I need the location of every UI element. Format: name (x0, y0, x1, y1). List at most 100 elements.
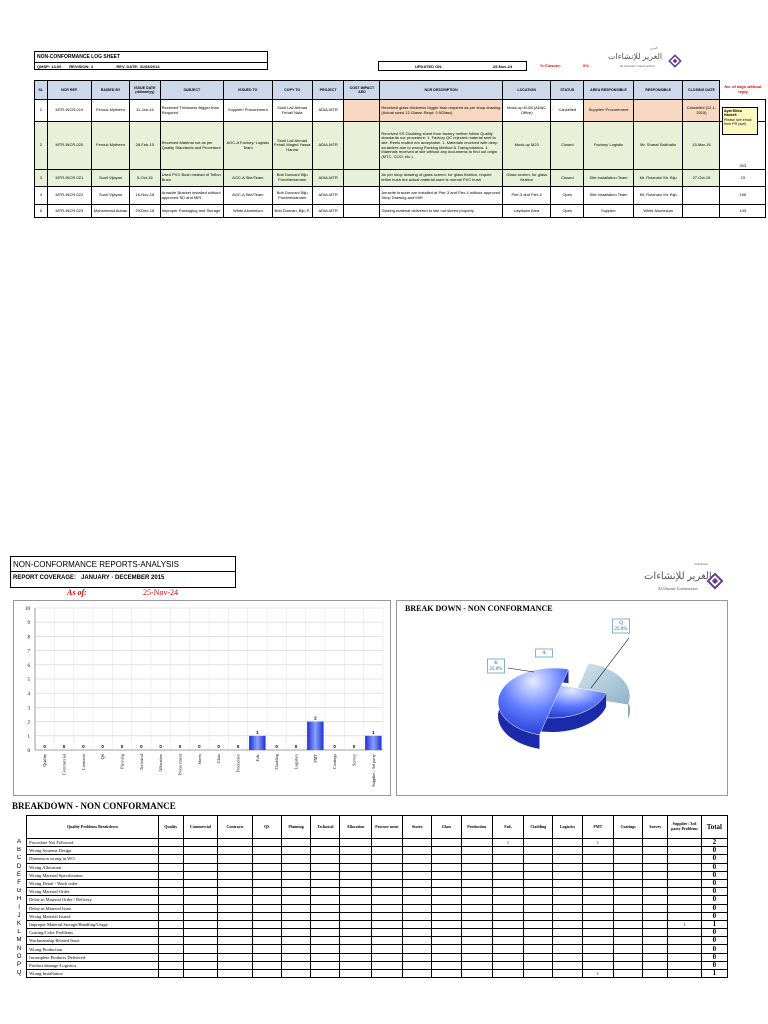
row-value (251, 887, 282, 897)
row-value (523, 895, 554, 905)
row-description: Delay in Material Order / Delivery (26, 895, 159, 905)
row-value (182, 846, 219, 856)
bar-chart: 0123456789100Quality0Commercial0Contract… (25, 607, 384, 787)
row-value (217, 952, 253, 962)
row-value (642, 895, 669, 905)
breakdown-col: Procure ment (370, 815, 404, 839)
row-value: 1 (491, 837, 525, 848)
row-letter: E (17, 871, 22, 878)
row-value (612, 837, 644, 848)
pie-leader-line (590, 637, 630, 689)
row-value (460, 878, 493, 889)
row-value (642, 870, 669, 880)
data-label: 0 (159, 744, 162, 749)
logo-small-text: Aluminium (694, 562, 708, 566)
row-value (217, 870, 253, 880)
company-logo-top: الغرير الغرير للإنشاءات Al Ghurair Const… (606, 46, 684, 76)
ncr-log-table: SL NCR REF. RAISED BY ISSUE DATE (dd/mm/… (34, 80, 766, 218)
row-value (642, 837, 669, 848)
row-value (612, 862, 644, 872)
row-value (370, 928, 404, 938)
row-value (157, 928, 184, 938)
pie-label: 25.0% (615, 627, 628, 632)
row-value (402, 936, 433, 946)
row-value (523, 870, 554, 880)
x-tick-label: QS (100, 753, 105, 759)
row-value (642, 903, 669, 913)
row-letter: Q (16, 970, 22, 977)
y-tick-label: 1 (28, 735, 31, 740)
pie-label-box (487, 658, 505, 674)
breakdown-col: Stores (402, 815, 433, 839)
pie-slice (497, 667, 569, 736)
x-tick-label: Procurement (178, 753, 183, 775)
row-value (491, 870, 525, 880)
bar (307, 721, 324, 750)
row-value (339, 952, 372, 962)
row-value (642, 928, 669, 938)
row-value (157, 854, 184, 864)
row-value (157, 968, 184, 979)
row-value (612, 846, 644, 856)
breakdown-col: Glass (431, 815, 462, 839)
row-value (280, 870, 312, 880)
data-label: 0 (217, 744, 220, 749)
row-value (402, 878, 433, 889)
row-value (642, 887, 669, 897)
row-value (402, 895, 433, 905)
updated-on-label: UPDATED ON: (415, 64, 443, 69)
row-value (460, 837, 493, 848)
col-issue-date: ISSUE DATE (dd/mm/yy) (129, 80, 161, 100)
row-value (460, 903, 493, 913)
y-tick-label: 3 (28, 706, 31, 711)
row-value (370, 952, 404, 962)
row-value (370, 846, 404, 856)
row-total: 2 (700, 837, 729, 848)
row-value (523, 944, 554, 954)
row-value (217, 895, 253, 905)
breakdown-header-row: Quality Problems Breakdown Quality Comme… (12, 815, 729, 839)
pie-leader-line (507, 667, 535, 673)
row-value (667, 911, 702, 921)
row-value (182, 960, 219, 971)
row-letter: L (17, 929, 21, 936)
row-value (667, 862, 702, 872)
col-ncr-description: NCR DESCRIPTION (379, 80, 503, 100)
row-value (217, 862, 253, 872)
row-value (157, 960, 184, 971)
bar (249, 735, 266, 750)
row-value (280, 903, 312, 913)
row-value (642, 960, 669, 971)
row-value (339, 895, 372, 905)
row-value (431, 919, 462, 930)
breakdown-col: Fab. (491, 815, 525, 839)
row-value (339, 862, 372, 872)
row-description: Workmanship Related Issue (26, 936, 159, 946)
row-value (402, 870, 433, 880)
row-total: 0 (700, 960, 729, 971)
row-value (460, 895, 493, 905)
row-total: 0 (700, 846, 729, 856)
row-value: 1 (581, 837, 615, 848)
row-value (182, 944, 219, 954)
row-value (460, 862, 493, 872)
row-value (491, 846, 525, 856)
table-row: E Wrong Material Specification 0 (12, 870, 729, 880)
row-value (460, 846, 493, 856)
row-value (157, 952, 184, 962)
col-days-without-reply: No. of days without reply (719, 80, 766, 100)
row-value (280, 887, 312, 897)
row-value (431, 903, 462, 913)
row-value (280, 944, 312, 954)
table-row: M Workmanship Related Issue 0 (12, 936, 729, 946)
pie-label-box (535, 648, 553, 658)
row-value (182, 887, 219, 897)
row-value (402, 919, 433, 930)
row-value (552, 911, 583, 921)
row-value (157, 895, 184, 905)
row-value (217, 911, 253, 921)
row-value (251, 944, 282, 954)
table-row: P Product damage-Logistics 0 (12, 960, 729, 971)
row-description: Improper Material Storage/Handling/Usage (26, 919, 159, 930)
row-value (157, 887, 184, 897)
